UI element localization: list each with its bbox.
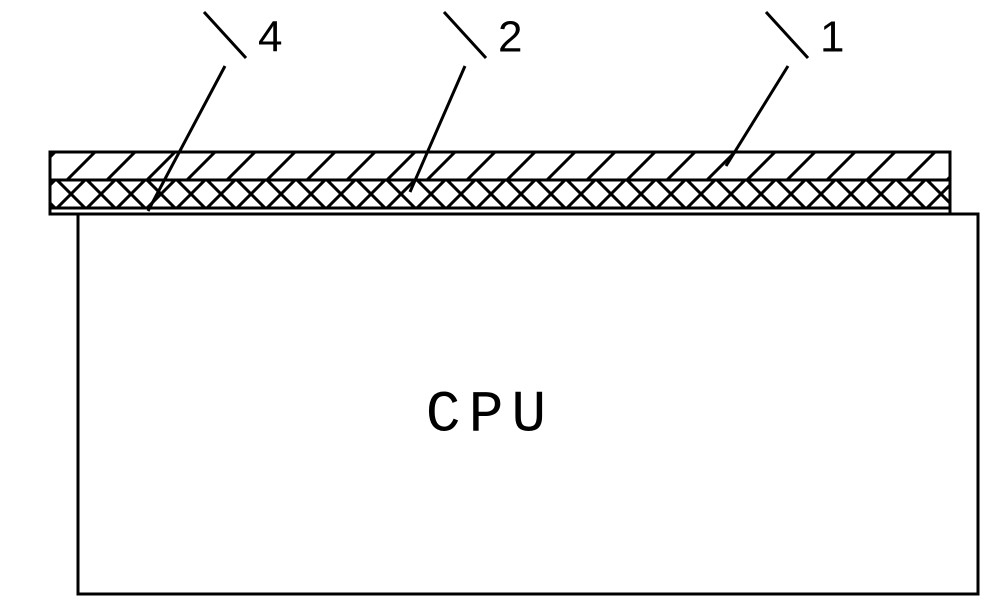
label-4: 4	[258, 13, 282, 62]
tick-1	[766, 12, 808, 58]
top-layer-rect	[50, 152, 950, 180]
tick-4	[204, 12, 246, 58]
label-2: 2	[498, 13, 522, 62]
tick-2	[444, 12, 486, 58]
leader-2	[410, 66, 465, 192]
label-1: 1	[820, 13, 844, 62]
cpu-label: CPU	[426, 383, 554, 448]
